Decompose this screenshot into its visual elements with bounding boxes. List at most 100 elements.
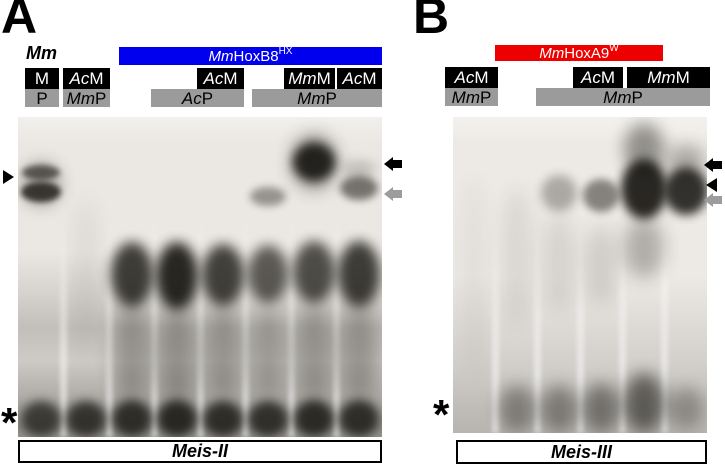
monomer-label: M <box>675 68 690 87</box>
gel-band <box>340 176 379 200</box>
species-label: Mm <box>647 68 676 87</box>
lane-separator <box>534 117 542 433</box>
gel-band <box>338 241 381 307</box>
gel-band <box>110 242 153 307</box>
lane-separator <box>287 117 295 437</box>
species-label: Ac <box>342 69 363 88</box>
gel-band <box>294 303 333 401</box>
monomer-label: M <box>89 69 104 88</box>
arrow-shaft <box>393 190 402 198</box>
gel-band <box>202 401 243 437</box>
gel-band <box>542 212 575 312</box>
gel-band <box>292 143 335 181</box>
monomer-label: M <box>600 68 615 87</box>
arrow-head <box>384 157 393 171</box>
gel-band <box>203 305 242 400</box>
partner-box: Mm P <box>252 89 382 107</box>
gel-band <box>201 244 244 306</box>
arrow-head <box>384 187 393 201</box>
monomer-box: Mm M <box>284 68 335 89</box>
black-arrow-icon <box>704 158 722 172</box>
partner-box: Mm P <box>63 89 110 107</box>
gel-band <box>540 385 577 433</box>
partner-label: P <box>325 88 337 108</box>
gel-band <box>620 159 667 219</box>
monomer-box: Ac M <box>445 67 498 88</box>
monomer-box: Ac M <box>573 67 623 88</box>
black-arrow-icon <box>384 157 402 171</box>
species-label: Ac <box>580 68 601 87</box>
monomer-label: M <box>474 68 489 87</box>
free-probe-asterisk: * <box>1 399 18 446</box>
partner-label: P <box>201 88 214 108</box>
gel-band <box>292 241 335 303</box>
gel-band <box>111 400 152 437</box>
monomer-box: Ac M <box>63 68 110 89</box>
gel-band <box>623 373 664 433</box>
gel-band <box>498 385 535 433</box>
panel-a-label: A <box>1 0 38 44</box>
arrow-shaft <box>713 161 722 169</box>
gel-band <box>339 400 380 437</box>
monomer-box: Ac M <box>197 68 244 89</box>
lane-separator <box>105 117 113 437</box>
gel-band <box>248 245 289 303</box>
panel-b-protein-bar: Mm HoxA9 W <box>495 43 663 62</box>
protein-species-label: Mm <box>208 47 234 65</box>
arrow-shaft <box>393 160 402 168</box>
gel-band <box>250 307 287 399</box>
lane-separator <box>491 117 499 433</box>
lane-separator <box>333 117 340 437</box>
monomer-box: Mm M <box>627 67 710 88</box>
gel-band <box>66 401 107 437</box>
species-label: Mm <box>451 87 480 107</box>
gel-a <box>18 117 382 437</box>
gel-band <box>158 305 197 405</box>
protein-name-label: HoxB8 <box>233 47 279 65</box>
monomer-label: M <box>34 69 50 88</box>
free-probe-asterisk: * <box>433 391 450 438</box>
lane-separator <box>196 117 204 437</box>
shifted-band-pointer-icon <box>3 170 14 184</box>
protein-name-label: HoxA9 <box>564 44 610 62</box>
species-label: Mm <box>603 87 632 107</box>
gel-band <box>156 242 199 310</box>
species-label: Mm <box>297 88 326 108</box>
probe-box-a: Meis-II <box>18 440 382 463</box>
gel-band <box>20 401 61 437</box>
lane-separator <box>60 117 67 437</box>
protein-species-label: Mm <box>539 44 565 62</box>
partner-label: P <box>479 87 492 107</box>
partner-label: P <box>631 87 643 107</box>
monomer-label: M <box>362 69 377 88</box>
gel-band <box>583 179 620 212</box>
species-label: Ac <box>203 69 224 88</box>
protein-variant-superscript: W <box>609 43 619 54</box>
probe-label: Meis-II <box>171 441 228 461</box>
partner-box: Mm P <box>445 88 498 106</box>
partner-box: Ac P <box>151 89 244 107</box>
gel-band <box>20 182 61 202</box>
arrow-shaft <box>713 196 722 204</box>
panel-a-protein-bar: Mm HoxB8 HX <box>119 47 382 65</box>
lane-separator <box>242 117 249 437</box>
gel-band <box>112 302 151 402</box>
species-label: Ac <box>181 88 202 108</box>
gray-arrow-icon <box>384 187 402 201</box>
lane-separator <box>151 117 158 437</box>
gel-band <box>663 167 707 215</box>
lane-separator <box>618 117 626 433</box>
gel-band <box>293 400 334 437</box>
gel-band <box>461 177 488 377</box>
species-label: Mm <box>66 88 95 108</box>
gel-band <box>585 225 618 305</box>
probe-label: Meis-III <box>550 441 612 462</box>
lane-separator <box>661 117 669 433</box>
partner-label: P <box>36 88 48 108</box>
partner-label: P <box>94 88 107 108</box>
gel-band <box>342 161 377 177</box>
gel-band <box>72 197 101 357</box>
partner-box: P <box>25 89 59 107</box>
black-triangle-icon <box>706 178 717 192</box>
